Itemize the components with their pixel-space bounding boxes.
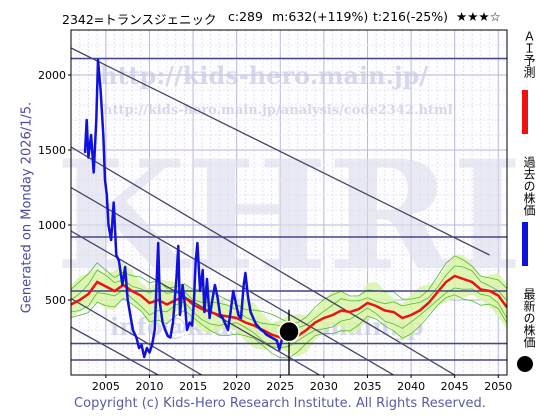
legend-ai-forecast-label: ＡＩ予測 [522, 30, 536, 78]
past-price-line [83, 58, 291, 359]
target-price-label: t:216(-25%) [373, 9, 449, 24]
ticker-label: 2342=トランスジェニック [62, 12, 217, 27]
x-tick-label: 2010 [135, 380, 163, 393]
plot-frame [70, 29, 508, 376]
trend-line [71, 230, 320, 375]
x-tick-label: 2020 [223, 380, 251, 393]
y-tick-label: 1000 [38, 219, 66, 232]
legend-past-price-label: 過去の株価 [522, 156, 536, 216]
x-tick-label: 2035 [353, 380, 381, 393]
trend-line [71, 326, 159, 375]
y-tick-label: 2000 [38, 69, 66, 82]
y-tick-label: 500 [45, 294, 66, 307]
latest-price-dot [278, 320, 300, 343]
watermark-url-analysis: http://kids-hero.main.jp/analysis/code23… [103, 103, 453, 118]
max-price-label: m:632(+119%) [272, 9, 369, 24]
forecast-band [71, 254, 507, 357]
current-price-label: c:289 [228, 9, 263, 24]
x-tick-label: 2025 [266, 380, 294, 393]
trend-line [71, 47, 490, 256]
x-tick-label: 2005 [92, 380, 120, 393]
legend-ai-forecast-swatch [522, 90, 528, 134]
copyright-footer: Copyright (c) Kids-Hero Research Institu… [74, 396, 486, 411]
legend-latest-price-label: 最新の株価 [522, 288, 536, 348]
x-tick-label: 2015 [179, 380, 207, 393]
x-tick-label: 2045 [441, 380, 469, 393]
y-tick-label: 1500 [38, 144, 66, 157]
rating-stars: ★★★☆ [456, 9, 501, 24]
x-tick-label: 2050 [484, 380, 512, 393]
generated-date-label: Generated on Monday 2026/1/5. [19, 101, 35, 314]
legend-past-price-swatch [522, 222, 528, 266]
legend-latest-price-dot [517, 356, 533, 372]
watermark-url-main: http://kids-hero.main.jp/ [100, 61, 428, 90]
x-tick-label: 2030 [310, 380, 338, 393]
trend-line [71, 146, 456, 375]
x-tick-label: 2040 [397, 380, 425, 393]
